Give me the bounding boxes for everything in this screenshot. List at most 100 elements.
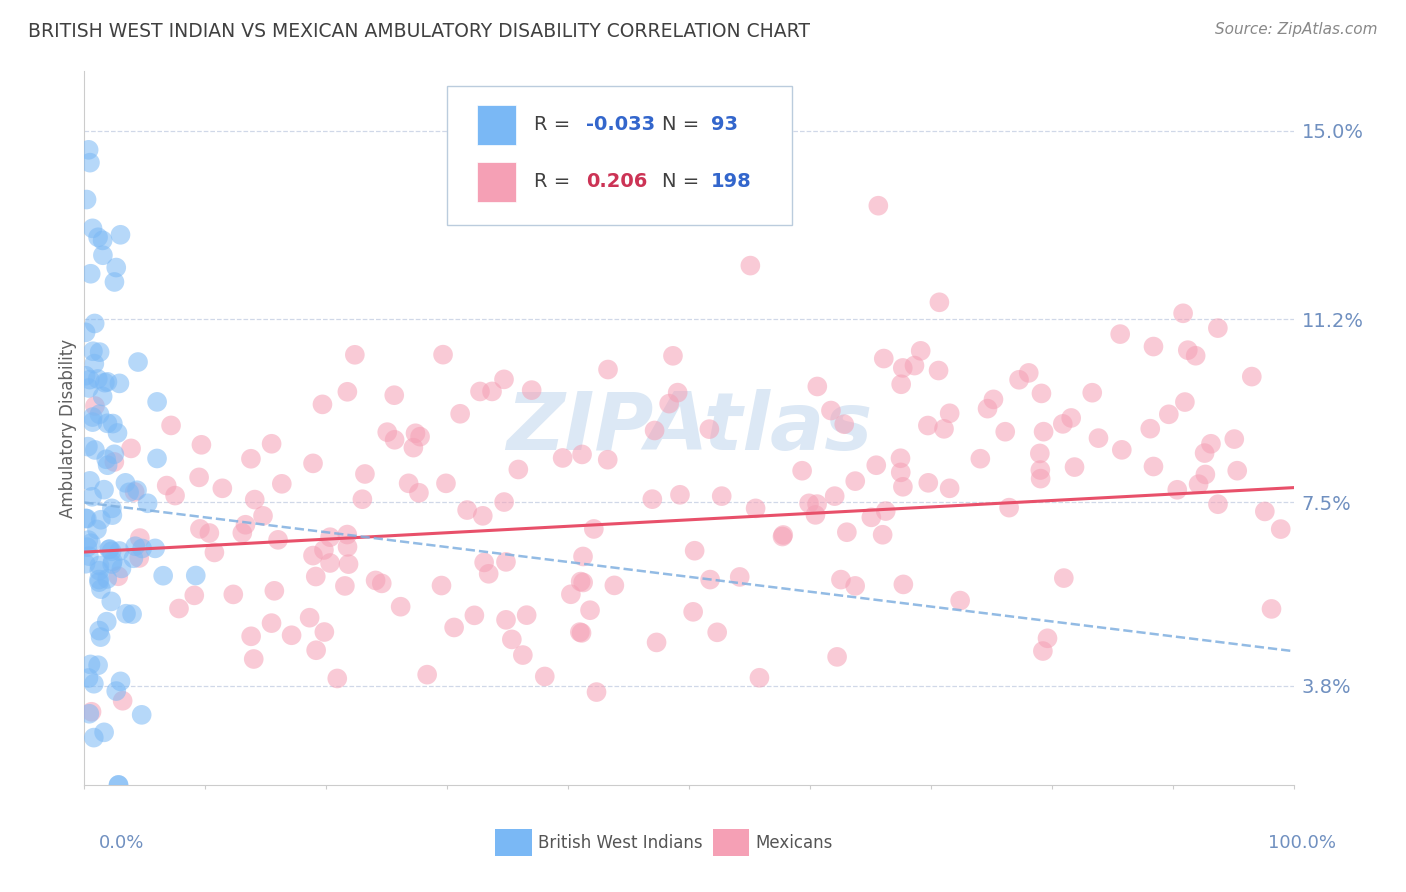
Point: [302, 549, 325, 563]
Point: [456, 503, 478, 517]
Point: [891, 577, 914, 591]
Point: [1139, 422, 1161, 436]
Point: [343, 348, 366, 362]
Point: [520, 383, 543, 397]
Point: [79, 474, 101, 488]
Point: [128, 531, 150, 545]
Point: [242, 652, 264, 666]
Point: [96, 615, 118, 629]
Point: [1142, 459, 1164, 474]
Point: [93, 483, 115, 497]
Point: [748, 671, 770, 685]
Point: [243, 492, 266, 507]
Point: [382, 388, 405, 402]
Point: [889, 451, 911, 466]
Point: [596, 362, 619, 376]
Point: [875, 504, 897, 518]
Point: [336, 384, 359, 399]
Point: [494, 495, 516, 509]
Point: [844, 474, 866, 488]
Text: ZIPAtlas: ZIPAtlas: [506, 389, 872, 467]
Point: [938, 481, 960, 495]
Point: [75, 326, 97, 340]
Point: [105, 260, 128, 275]
Point: [806, 497, 828, 511]
Point: [865, 458, 887, 473]
Point: [1029, 446, 1052, 460]
Point: [872, 527, 894, 541]
Point: [83, 357, 105, 371]
Point: [772, 528, 794, 542]
Point: [326, 672, 349, 686]
Point: [337, 557, 360, 571]
Point: [87, 573, 110, 587]
Point: [107, 778, 129, 792]
Point: [103, 455, 125, 469]
Point: [108, 544, 131, 558]
Point: [101, 417, 124, 431]
Point: [683, 543, 706, 558]
Point: [891, 360, 914, 375]
Point: [98, 542, 121, 557]
Point: [917, 475, 939, 490]
Point: [1053, 571, 1076, 585]
Point: [93, 725, 115, 739]
Point: [103, 275, 125, 289]
Point: [77, 381, 100, 395]
Point: [860, 510, 883, 524]
Text: N =: N =: [662, 172, 706, 192]
Point: [449, 407, 471, 421]
Point: [184, 568, 207, 582]
Point: [740, 259, 762, 273]
Point: [280, 628, 302, 642]
Point: [110, 561, 132, 575]
Point: [976, 401, 998, 416]
Point: [96, 452, 118, 467]
Point: [96, 417, 118, 431]
Point: [644, 424, 666, 438]
Point: [115, 607, 138, 621]
Point: [364, 574, 387, 588]
Point: [336, 540, 359, 554]
Point: [471, 508, 494, 523]
Point: [183, 588, 205, 602]
Point: [136, 496, 159, 510]
Point: [790, 464, 813, 478]
Point: [824, 489, 846, 503]
Point: [495, 555, 517, 569]
Point: [666, 385, 689, 400]
Point: [75, 368, 97, 383]
Point: [87, 575, 110, 590]
Point: [82, 415, 104, 429]
Point: [91, 248, 114, 262]
Point: [311, 397, 333, 411]
Point: [131, 707, 153, 722]
Text: 0.206: 0.206: [586, 172, 648, 192]
Point: [128, 551, 150, 566]
Point: [744, 501, 766, 516]
Point: [82, 221, 104, 235]
Point: [969, 451, 991, 466]
Point: [124, 485, 146, 500]
Point: [240, 629, 263, 643]
Point: [1018, 366, 1040, 380]
Point: [122, 551, 145, 566]
Point: [127, 355, 149, 369]
Point: [336, 527, 359, 541]
Point: [932, 422, 955, 436]
Point: [1199, 437, 1222, 451]
Point: [501, 632, 523, 647]
Point: [94, 376, 117, 390]
Point: [568, 625, 591, 640]
Point: [110, 674, 132, 689]
Point: [107, 569, 129, 583]
Point: [472, 556, 495, 570]
Point: [160, 418, 183, 433]
Point: [662, 349, 685, 363]
Point: [101, 508, 124, 522]
Point: [416, 667, 439, 681]
Text: 93: 93: [710, 115, 738, 135]
Point: [512, 648, 534, 662]
Point: [1032, 425, 1054, 439]
Point: [83, 442, 105, 457]
